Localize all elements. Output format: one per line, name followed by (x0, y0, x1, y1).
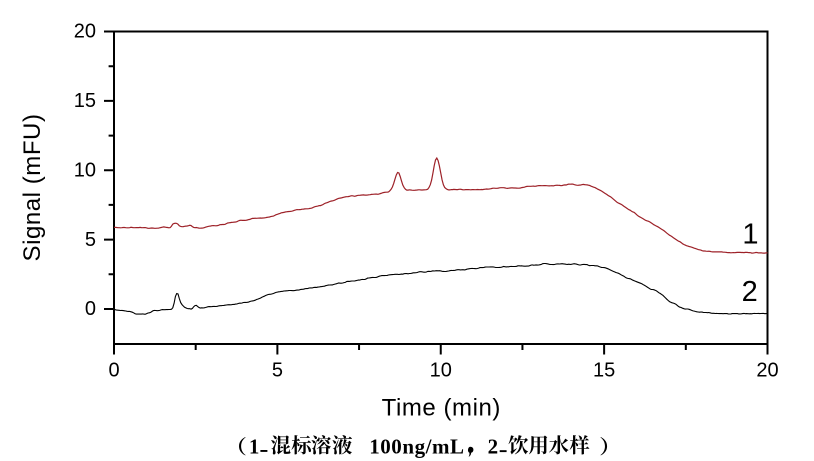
svg-text:15: 15 (74, 90, 96, 112)
svg-text:20: 20 (756, 360, 778, 382)
svg-text:Time (min): Time (min) (382, 395, 501, 422)
svg-text:100ng/mL: 100ng/mL (369, 434, 464, 458)
svg-text:2: 2 (742, 276, 758, 308)
svg-text:Signal (mFU): Signal (mFU) (19, 114, 46, 262)
svg-text:1: 1 (742, 218, 758, 250)
svg-text:0: 0 (108, 360, 119, 382)
svg-text:10: 10 (74, 159, 96, 181)
svg-text:1: 1 (249, 434, 260, 458)
svg-text:5: 5 (85, 229, 96, 251)
svg-text:10: 10 (430, 360, 452, 382)
svg-text:2: 2 (488, 434, 499, 458)
svg-text:20: 20 (74, 21, 96, 43)
svg-text:5: 5 (272, 360, 283, 382)
svg-text:0: 0 (85, 298, 96, 320)
svg-text:15: 15 (593, 360, 615, 382)
